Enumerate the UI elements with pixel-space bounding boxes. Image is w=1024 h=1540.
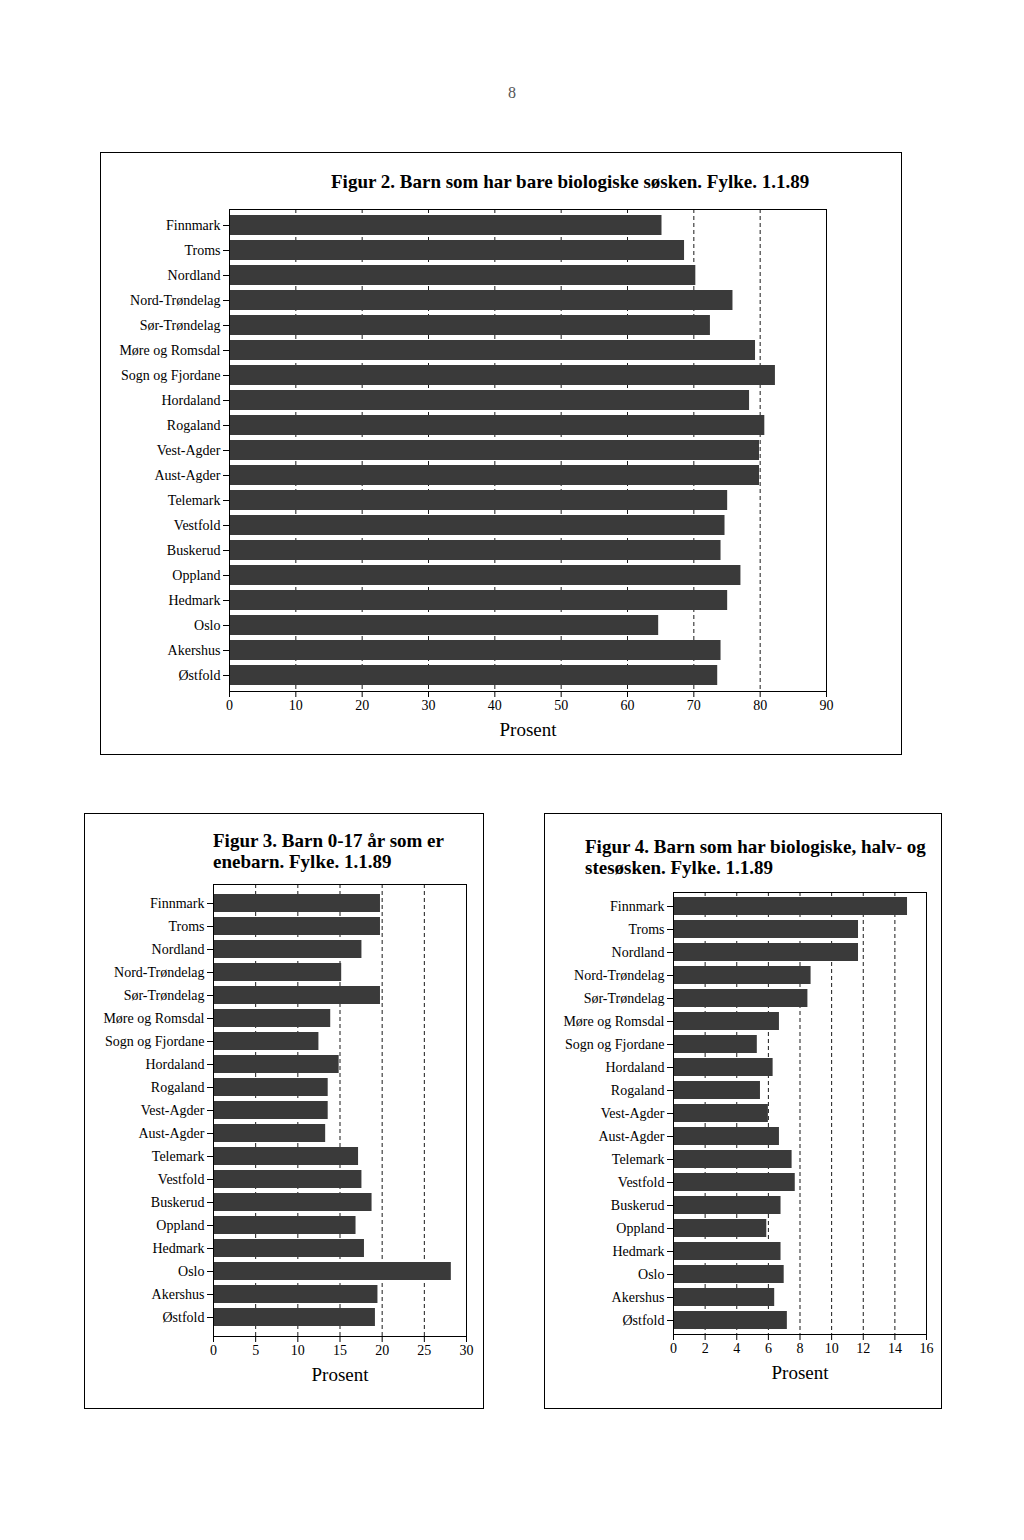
svg-text:Akershus: Akershus bbox=[152, 1287, 205, 1302]
svg-text:Aust-Agder: Aust-Agder bbox=[138, 1126, 204, 1141]
svg-text:30: 30 bbox=[460, 1343, 474, 1358]
svg-text:4: 4 bbox=[733, 1341, 740, 1356]
svg-text:Vestfold: Vestfold bbox=[174, 518, 221, 533]
svg-text:10: 10 bbox=[825, 1341, 839, 1356]
svg-text:25: 25 bbox=[417, 1343, 431, 1358]
svg-text:Buskerud: Buskerud bbox=[611, 1198, 665, 1213]
svg-text:Aust-Agder: Aust-Agder bbox=[154, 468, 220, 483]
svg-text:Sør-Trøndelag: Sør-Trøndelag bbox=[124, 988, 205, 1003]
svg-text:Østfold: Østfold bbox=[179, 668, 221, 683]
svg-text:0: 0 bbox=[226, 698, 233, 713]
svg-text:Hedmark: Hedmark bbox=[168, 593, 220, 608]
svg-text:Troms: Troms bbox=[184, 243, 220, 258]
svg-text:Sør-Trøndelag: Sør-Trøndelag bbox=[584, 991, 665, 1006]
svg-text:Vest-Agder: Vest-Agder bbox=[601, 1106, 665, 1121]
svg-text:Rogaland: Rogaland bbox=[167, 418, 221, 433]
svg-text:Nordland: Nordland bbox=[152, 942, 205, 957]
svg-text:Hedmark: Hedmark bbox=[152, 1241, 204, 1256]
svg-text:60: 60 bbox=[621, 698, 635, 713]
svg-text:Hedmark: Hedmark bbox=[612, 1244, 664, 1259]
svg-text:Oppland: Oppland bbox=[616, 1221, 664, 1236]
svg-text:90: 90 bbox=[820, 698, 834, 713]
html-text:8: 8 bbox=[508, 84, 516, 101]
svg-text:Nordland: Nordland bbox=[168, 268, 221, 283]
svg-text:Rogaland: Rogaland bbox=[151, 1080, 205, 1095]
svg-text:5: 5 bbox=[252, 1343, 259, 1358]
svg-text:Møre og Romsdal: Møre og Romsdal bbox=[563, 1014, 664, 1029]
svg-text:6: 6 bbox=[765, 1341, 772, 1356]
svg-text:Nord-Trøndelag: Nord-Trøndelag bbox=[114, 965, 204, 980]
svg-text:Hordaland: Hordaland bbox=[161, 393, 220, 408]
svg-text:15: 15 bbox=[333, 1343, 347, 1358]
svg-text:Oslo: Oslo bbox=[638, 1267, 664, 1282]
svg-text:Møre og Romsdal: Møre og Romsdal bbox=[119, 343, 220, 358]
svg-text:10: 10 bbox=[289, 698, 303, 713]
svg-text:Vest-Agder: Vest-Agder bbox=[141, 1103, 205, 1118]
svg-text:0: 0 bbox=[670, 1341, 677, 1356]
svg-text:70: 70 bbox=[687, 698, 701, 713]
svg-text:Troms: Troms bbox=[628, 922, 664, 937]
svg-text:Rogaland: Rogaland bbox=[611, 1083, 665, 1098]
svg-text:14: 14 bbox=[888, 1341, 902, 1356]
svg-text:Oslo: Oslo bbox=[194, 618, 220, 633]
svg-text:Buskerud: Buskerud bbox=[151, 1195, 205, 1210]
svg-text:0: 0 bbox=[210, 1343, 217, 1358]
html-text:Figur 4. Barn som har biologis: Figur 4. Barn som har biologiske, halv- … bbox=[585, 836, 926, 878]
svg-text:Nord-Trøndelag: Nord-Trøndelag bbox=[130, 293, 220, 308]
svg-text:8: 8 bbox=[797, 1341, 804, 1356]
svg-text:Nordland: Nordland bbox=[612, 945, 665, 960]
svg-text:2: 2 bbox=[702, 1341, 709, 1356]
svg-text:Vestfold: Vestfold bbox=[158, 1172, 205, 1187]
svg-text:Finnmark: Finnmark bbox=[610, 899, 664, 914]
svg-text:40: 40 bbox=[488, 698, 502, 713]
svg-text:Oslo: Oslo bbox=[178, 1264, 204, 1279]
svg-text:Hordaland: Hordaland bbox=[145, 1057, 204, 1072]
svg-text:Aust-Agder: Aust-Agder bbox=[598, 1129, 664, 1144]
svg-text:16: 16 bbox=[920, 1341, 934, 1356]
svg-text:80: 80 bbox=[753, 698, 767, 713]
svg-text:Finnmark: Finnmark bbox=[166, 218, 220, 233]
svg-text:Sogn og Fjordane: Sogn og Fjordane bbox=[565, 1037, 665, 1052]
svg-text:Hordaland: Hordaland bbox=[605, 1060, 664, 1075]
svg-text:Akershus: Akershus bbox=[612, 1290, 665, 1305]
svg-text:Prosent: Prosent bbox=[312, 1364, 370, 1385]
svg-text:Sogn og Fjordane: Sogn og Fjordane bbox=[105, 1034, 205, 1049]
svg-text:Telemark: Telemark bbox=[612, 1152, 665, 1167]
svg-text:Møre og Romsdal: Møre og Romsdal bbox=[103, 1011, 204, 1026]
svg-text:12: 12 bbox=[856, 1341, 870, 1356]
svg-text:30: 30 bbox=[422, 698, 436, 713]
svg-text:20: 20 bbox=[355, 698, 369, 713]
svg-text:Sogn og Fjordane: Sogn og Fjordane bbox=[121, 368, 221, 383]
svg-text:Prosent: Prosent bbox=[500, 719, 558, 740]
html-text:Figur 2. Barn som har bare bio: Figur 2. Barn som har bare biologiske sø… bbox=[331, 171, 810, 192]
svg-text:Telemark: Telemark bbox=[152, 1149, 205, 1164]
svg-text:10: 10 bbox=[291, 1343, 305, 1358]
svg-text:Oppland: Oppland bbox=[156, 1218, 204, 1233]
svg-text:50: 50 bbox=[554, 698, 568, 713]
svg-text:Telemark: Telemark bbox=[168, 493, 221, 508]
svg-text:20: 20 bbox=[375, 1343, 389, 1358]
svg-text:Vest-Agder: Vest-Agder bbox=[157, 443, 221, 458]
svg-text:Oppland: Oppland bbox=[172, 568, 220, 583]
svg-text:Troms: Troms bbox=[168, 919, 204, 934]
svg-text:Prosent: Prosent bbox=[772, 1362, 830, 1383]
svg-text:Vestfold: Vestfold bbox=[618, 1175, 665, 1190]
html-text:Figur 3. Barn 0-17 år som er e: Figur 3. Barn 0-17 år som er enebarn. Fy… bbox=[213, 830, 444, 872]
svg-text:Nord-Trøndelag: Nord-Trøndelag bbox=[574, 968, 664, 983]
svg-text:Østfold: Østfold bbox=[623, 1313, 665, 1328]
svg-text:Finnmark: Finnmark bbox=[150, 896, 204, 911]
svg-text:Akershus: Akershus bbox=[168, 643, 221, 658]
svg-text:Buskerud: Buskerud bbox=[167, 543, 221, 558]
svg-text:Sør-Trøndelag: Sør-Trøndelag bbox=[140, 318, 221, 333]
svg-text:Østfold: Østfold bbox=[163, 1310, 205, 1325]
